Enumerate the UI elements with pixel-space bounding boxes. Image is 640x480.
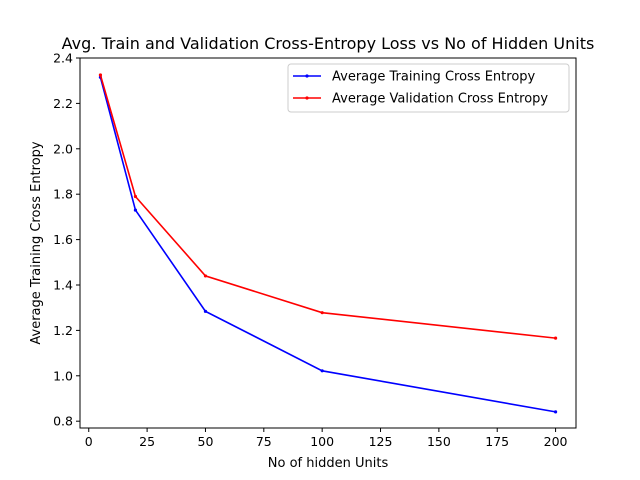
y-axis-label: Average Training Cross Entropy bbox=[29, 141, 44, 345]
x-axis-label: No of hidden Units bbox=[268, 456, 389, 471]
y-tick-label: 2.4 bbox=[53, 51, 73, 66]
series-line-1 bbox=[99, 77, 556, 413]
y-tick-label: 1.8 bbox=[53, 187, 73, 202]
x-tick-label: 200 bbox=[544, 434, 568, 449]
data-point bbox=[320, 369, 324, 373]
x-axis: 0 25 50 75 100 125 150 175 200 bbox=[85, 428, 568, 449]
y-tick-label: 1.0 bbox=[53, 368, 73, 383]
x-tick-label: 0 bbox=[85, 434, 93, 449]
legend-entry-2: Average Validation Cross Entropy bbox=[332, 92, 548, 107]
plot-frame bbox=[79, 57, 577, 429]
series-layer bbox=[98, 73, 558, 414]
data-point bbox=[320, 311, 324, 315]
y-tick-label: 2.0 bbox=[53, 141, 73, 156]
y-tick-label: 0.8 bbox=[53, 414, 73, 429]
chart-title: Avg. Train and Validation Cross-Entropy … bbox=[62, 34, 595, 53]
x-tick-label: 125 bbox=[369, 434, 393, 449]
legend-marker bbox=[305, 74, 309, 78]
y-axis: 0.8 1.0 1.2 1.4 1.6 1.8 2.0 2.2 2.4 bbox=[53, 51, 80, 429]
data-point bbox=[133, 208, 138, 212]
legend: Average Training Cross Entropy Average Va… bbox=[287, 63, 570, 113]
legend-marker bbox=[305, 96, 309, 100]
series-line-2 bbox=[99, 74, 556, 339]
x-tick-label: 75 bbox=[256, 434, 272, 449]
x-tick-label: 50 bbox=[198, 434, 214, 449]
data-point bbox=[98, 73, 103, 77]
data-point bbox=[203, 274, 208, 278]
data-point bbox=[203, 309, 208, 313]
x-tick-label: 100 bbox=[310, 434, 334, 449]
x-tick-label: 175 bbox=[485, 434, 509, 449]
legend-entry-1: Average Training Cross Entropy bbox=[332, 70, 536, 85]
legend-box bbox=[287, 63, 570, 113]
y-tick-label: 2.2 bbox=[53, 96, 73, 111]
y-tick-label: 1.4 bbox=[53, 277, 73, 292]
y-tick-label: 1.2 bbox=[53, 323, 73, 338]
x-tick-label: 150 bbox=[427, 434, 451, 449]
data-point bbox=[553, 410, 558, 414]
x-tick-label: 25 bbox=[139, 434, 155, 449]
y-tick-label: 1.6 bbox=[53, 232, 73, 247]
data-point bbox=[133, 194, 138, 199]
data-point bbox=[553, 336, 558, 340]
